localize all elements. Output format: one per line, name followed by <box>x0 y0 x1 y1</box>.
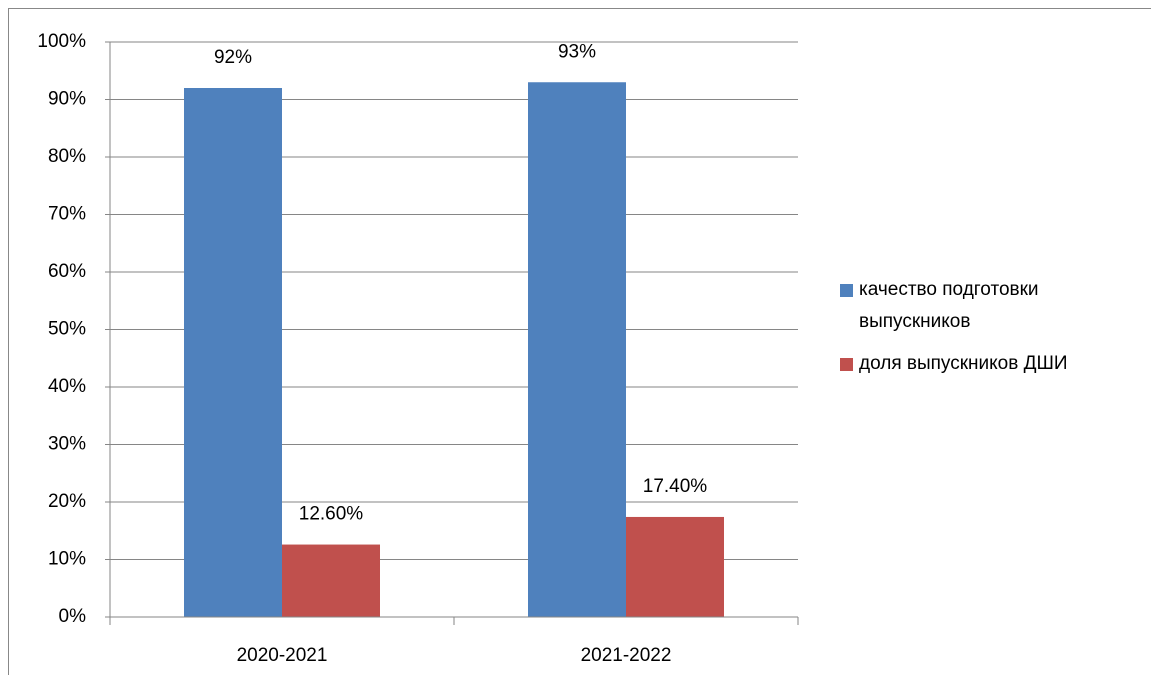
legend-item: качество подготовки выпускников <box>840 274 1130 338</box>
bar <box>528 82 626 617</box>
value-label: 93% <box>558 41 596 62</box>
legend-swatch <box>840 358 853 371</box>
y-tick-label: 40% <box>48 376 86 397</box>
y-tick-label: 80% <box>48 146 86 167</box>
y-tick-label: 70% <box>48 204 86 225</box>
value-label: 17.40% <box>643 476 708 497</box>
y-tick-label: 100% <box>37 31 86 52</box>
y-tick-label: 60% <box>48 261 86 282</box>
legend-item: доля выпускников ДШИ <box>840 348 1130 380</box>
bar <box>184 88 282 617</box>
y-tick-label: 20% <box>48 491 86 512</box>
y-tick-label: 90% <box>48 89 86 110</box>
bar <box>626 516 724 617</box>
x-tick-label: 2021-2022 <box>581 645 672 666</box>
y-tick-label: 0% <box>59 606 87 627</box>
legend-label: доля выпускников ДШИ <box>859 353 1068 374</box>
y-tick-label: 10% <box>48 549 86 570</box>
y-tick-label: 30% <box>48 434 86 455</box>
y-tick-label: 50% <box>48 319 86 340</box>
chart-border <box>8 8 1151 675</box>
bar <box>282 544 380 617</box>
legend-label: качество подготовки выпускников <box>859 279 1039 332</box>
x-tick-label: 2020-2021 <box>237 645 328 666</box>
legend: качество подготовки выпускников доля выпу… <box>840 274 1130 390</box>
value-label: 92% <box>214 47 252 68</box>
value-label: 12.60% <box>299 504 364 525</box>
legend-swatch <box>840 284 853 297</box>
